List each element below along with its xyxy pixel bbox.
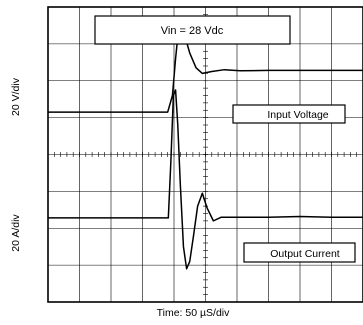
y-axis-label-bottom: 20 A/div (10, 214, 22, 252)
traces (48, 22, 363, 270)
x-axis-label: Time: 50 µS/div (157, 307, 231, 319)
y-axis-label-top: 20 V/div (10, 77, 22, 116)
input-voltage-trace (48, 22, 363, 113)
vin-label-box (94, 15, 291, 45)
vin-label: Vin = 28 Vdc (161, 25, 224, 37)
output-current-trace (48, 89, 363, 270)
output-current-label-box (243, 242, 356, 263)
output-current-label: Output Current (270, 248, 340, 260)
input-voltage-label-box (232, 104, 346, 124)
input-voltage-label: Input Voltage (267, 109, 328, 121)
